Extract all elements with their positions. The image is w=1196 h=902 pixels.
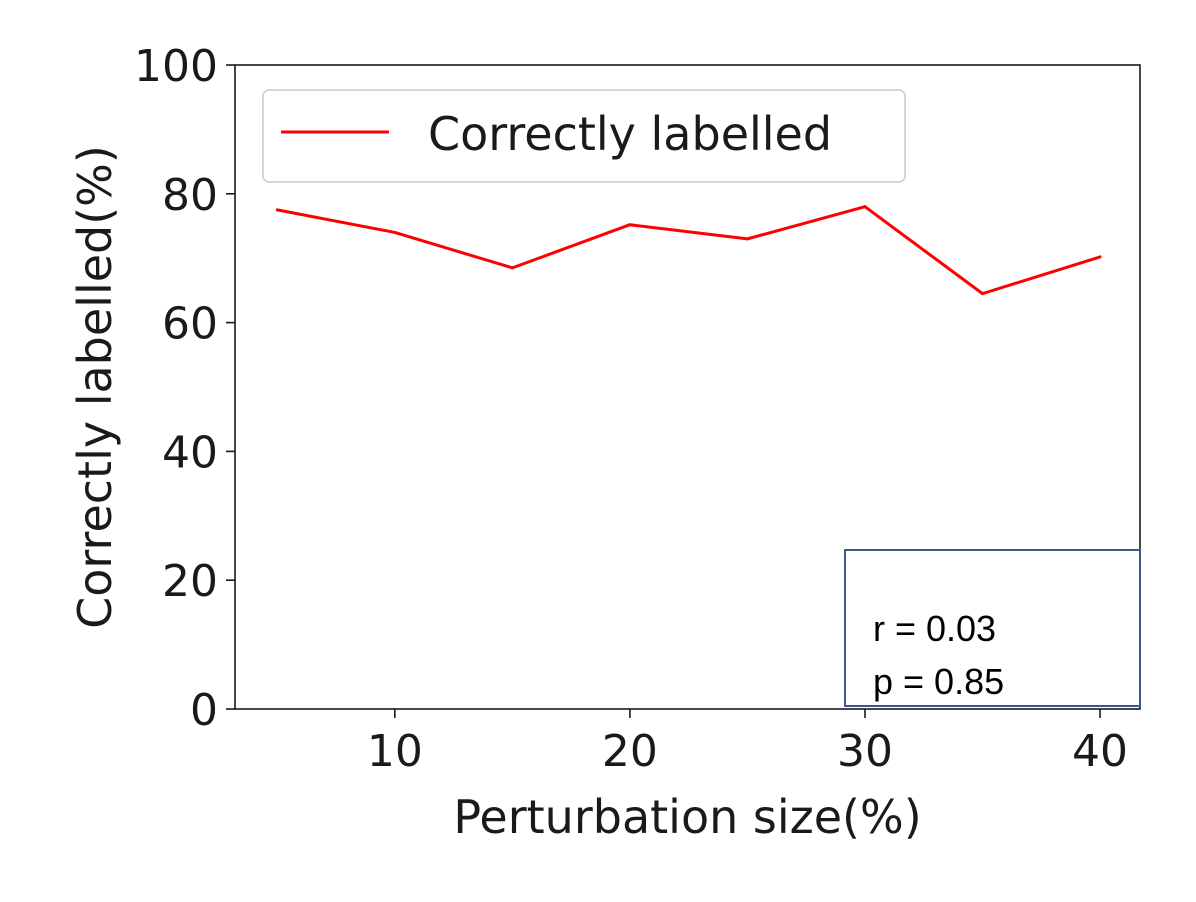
plot-area-frame	[234, 64, 1141, 710]
y-axis-label: Correctly labelled(%)	[68, 145, 122, 629]
data-point	[628, 223, 632, 227]
data-point	[393, 230, 397, 234]
y-tick-label: 40	[162, 427, 218, 478]
x-tick-label: 20	[602, 726, 658, 777]
y-tick-label: 60	[162, 299, 218, 350]
x-tick-label: 10	[367, 726, 423, 777]
series-line	[277, 205, 1101, 296]
axis-ticks: 10 20 30 40 0 20 40 60 80 100	[134, 41, 1128, 777]
data-point	[510, 266, 514, 270]
correlation-r-text: r = 0.03	[873, 608, 996, 649]
p-value-text: p = 0.85	[873, 661, 1004, 702]
legend-label: Correctly labelled	[428, 107, 832, 161]
y-tick-label: 0	[190, 685, 218, 736]
y-tick-label: 80	[162, 170, 218, 221]
x-tick-label: 40	[1072, 726, 1128, 777]
stats-box-border	[844, 549, 1141, 707]
x-axis-label: Perturbation size(%)	[453, 790, 921, 844]
legend-box	[262, 89, 906, 183]
stats-annotation: r = 0.03 p = 0.85	[844, 549, 1141, 707]
data-point	[863, 205, 867, 209]
series-layer	[275, 205, 1102, 296]
data-point	[745, 237, 749, 241]
y-tick-label: 100	[134, 41, 218, 92]
data-point	[981, 292, 985, 296]
legend: Correctly labelled	[262, 89, 906, 183]
y-tick-label: 20	[162, 556, 218, 607]
data-point	[1098, 255, 1102, 259]
data-point	[275, 208, 279, 212]
x-tick-label: 30	[837, 726, 893, 777]
